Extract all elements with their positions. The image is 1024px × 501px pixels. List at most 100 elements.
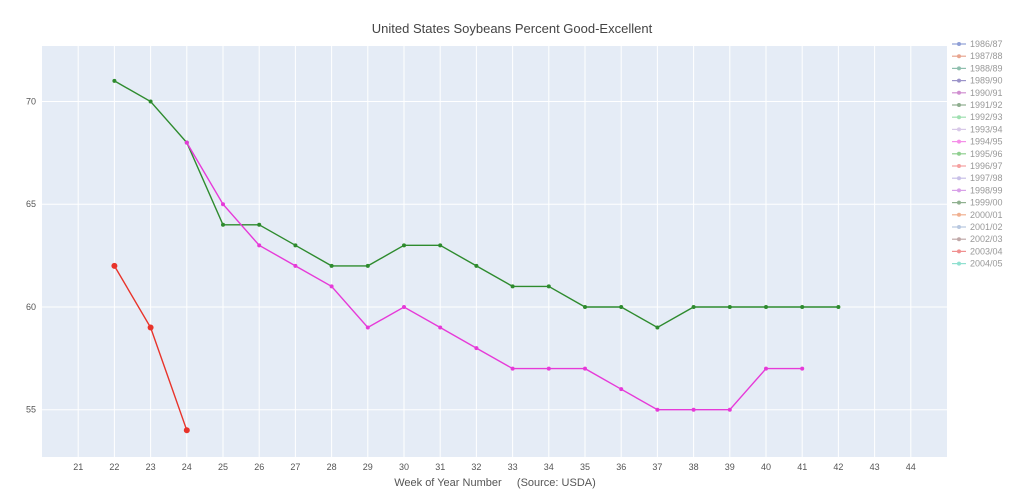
legend-label: 1998/99	[970, 185, 1003, 195]
legend-swatch-marker	[957, 249, 961, 254]
legend-label: 2003/04	[970, 246, 1003, 256]
legend-item[interactable]: 1993/94	[952, 124, 1003, 134]
series-point	[148, 99, 153, 104]
legend-swatch-marker	[957, 176, 961, 181]
legend-label: 1990/91	[970, 88, 1003, 98]
series-point	[510, 284, 515, 289]
y-tick-label: 65	[26, 199, 36, 209]
series-point	[365, 263, 370, 268]
series-point	[800, 366, 805, 371]
plot-background	[42, 46, 947, 457]
series-point	[293, 263, 298, 268]
legend-swatch-marker	[957, 115, 961, 120]
legend-swatch-marker	[957, 261, 961, 266]
legend-item[interactable]: 1994/95	[952, 137, 1003, 147]
x-tick-label: 23	[146, 462, 156, 472]
legend-label: 1988/89	[970, 63, 1003, 73]
legend-swatch-marker	[957, 151, 961, 156]
series-point	[583, 304, 587, 309]
series-point	[619, 304, 624, 309]
legend-label: 1993/94	[970, 124, 1003, 134]
legend-item[interactable]: 1990/91	[952, 88, 1003, 98]
series-point	[474, 263, 479, 268]
legend-swatch-marker	[957, 212, 961, 217]
x-tick-label: 39	[725, 462, 735, 472]
legend-item[interactable]: 1999/00	[952, 198, 1003, 208]
legend-swatch-marker	[957, 90, 961, 95]
legend-label: 1999/00	[970, 198, 1003, 208]
series-point	[438, 325, 443, 330]
series-point	[257, 243, 262, 248]
y-axis: 55 60 65 70	[26, 96, 36, 414]
x-tick-label: 34	[544, 462, 554, 472]
x-tick-label: 40	[761, 462, 771, 472]
legend-swatch-marker	[957, 54, 961, 59]
series-point	[184, 140, 189, 145]
legend-item[interactable]: 1997/98	[952, 173, 1003, 183]
x-tick-label: 24	[182, 462, 192, 472]
x-tick-label: 43	[870, 462, 880, 472]
legend-swatch-marker	[957, 200, 961, 205]
x-tick-label: 21	[73, 462, 83, 472]
x-tick-label: 44	[906, 462, 916, 472]
legend-item[interactable]: 2004/05	[952, 259, 1003, 269]
legend-swatch-marker	[957, 225, 961, 229]
x-tick-label: 32	[471, 462, 481, 472]
legend-swatch-marker	[957, 237, 961, 242]
x-tick-label: 37	[652, 462, 662, 472]
series-point	[800, 304, 805, 309]
legend-swatch-marker	[957, 103, 961, 107]
legend-label: 1995/96	[970, 149, 1003, 159]
legend-item[interactable]: 2002/03	[952, 234, 1003, 244]
legend-item[interactable]: 2003/04	[952, 246, 1003, 256]
legend-item[interactable]: 1995/96	[952, 149, 1003, 159]
series-point	[329, 263, 334, 268]
legend-item[interactable]: 1998/99	[952, 185, 1003, 195]
legend-item[interactable]: 2001/02	[952, 222, 1003, 232]
legend-label: 1987/88	[970, 51, 1003, 61]
legend[interactable]: 1986/87 1987/88 1988/89 1989/90 1990/91 1991/…	[952, 39, 1003, 269]
series-point	[474, 346, 479, 351]
legend-item[interactable]: 1989/90	[952, 76, 1003, 86]
series-point	[438, 243, 443, 248]
x-tick-label: 41	[797, 462, 807, 472]
legend-label: 1986/87	[970, 39, 1003, 49]
legend-item[interactable]: 1987/88	[952, 51, 1003, 61]
series-point	[546, 366, 551, 371]
legend-label: 2004/05	[970, 259, 1003, 269]
x-tick-label: 33	[508, 462, 518, 472]
series-point	[691, 407, 696, 412]
legend-swatch-marker	[957, 42, 961, 46]
series-point	[655, 407, 660, 412]
series-point	[147, 324, 154, 331]
series-line-1	[186, 142, 803, 411]
x-axis: 21 22 23 24 25 26 27 28 29 30 31 32 33 34 35 36 37 38 39 40…	[73, 462, 916, 472]
series-point	[111, 262, 118, 269]
series-point	[402, 304, 406, 309]
x-tick-label: 38	[689, 462, 699, 472]
series-group	[111, 78, 841, 434]
series-point	[836, 304, 841, 309]
legend-item[interactable]: 1991/92	[952, 100, 1003, 110]
series-point	[655, 325, 660, 330]
legend-label: 1991/92	[970, 100, 1003, 110]
x-tick-label: 25	[218, 462, 228, 472]
x-tick-label: 27	[290, 462, 300, 472]
chart-title: United States Soybeans Percent Good-Exce…	[372, 21, 653, 36]
series-point	[546, 284, 551, 289]
legend-label: 1989/90	[970, 76, 1003, 86]
legend-swatch-marker	[957, 66, 961, 71]
legend-label: 1992/93	[970, 112, 1003, 122]
legend-item[interactable]: 2000/01	[952, 210, 1003, 220]
x-tick-label: 26	[254, 462, 264, 472]
x-axis-title: Week of Year Number (Source: USDA)	[394, 477, 596, 489]
legend-item[interactable]: 1988/89	[952, 63, 1003, 73]
legend-label: 2000/01	[970, 210, 1003, 220]
grid	[42, 46, 947, 457]
series-point	[221, 202, 225, 207]
legend-label: 1997/98	[970, 173, 1003, 183]
legend-item[interactable]: 1992/93	[952, 112, 1003, 122]
series-point	[764, 366, 768, 371]
legend-item[interactable]: 1996/97	[952, 161, 1003, 171]
legend-item[interactable]: 1986/87	[952, 39, 1003, 49]
